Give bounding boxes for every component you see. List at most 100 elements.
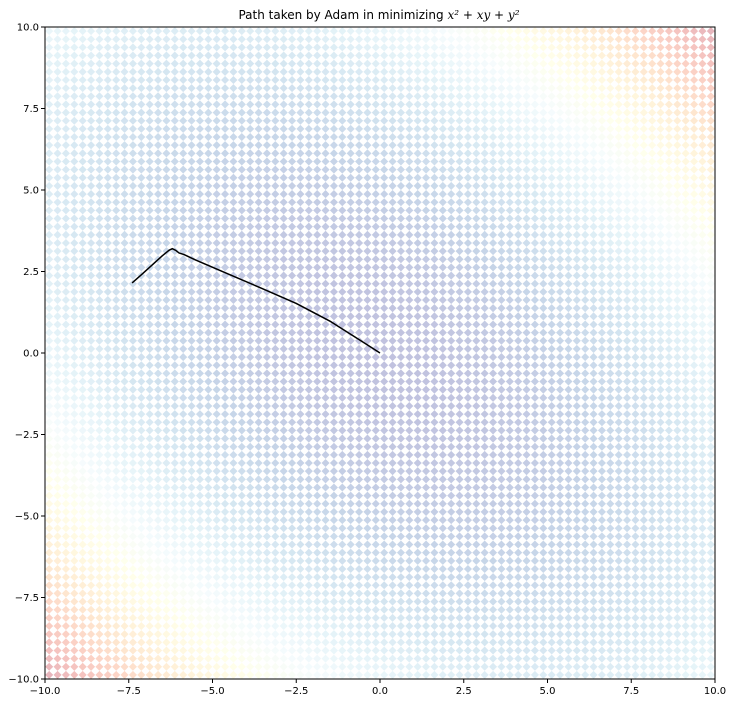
heatmap-cell	[78, 361, 87, 370]
heatmap-cell	[53, 304, 62, 313]
heatmap-cell	[45, 124, 54, 133]
heatmap-cell	[87, 401, 96, 411]
heatmap-cell	[53, 393, 62, 402]
heatmap-cell	[53, 361, 62, 370]
heatmap-cell	[78, 638, 87, 647]
heatmap-cell	[87, 540, 96, 549]
heatmap-cell	[87, 304, 96, 313]
heatmap-cell	[53, 328, 62, 337]
heatmap-cell	[70, 59, 79, 68]
heatmap-cell	[53, 27, 62, 36]
heatmap-cell	[70, 124, 79, 133]
heatmap-cell	[70, 271, 79, 280]
heatmap-cell	[53, 296, 62, 305]
heatmap-cell	[70, 149, 79, 158]
heatmap-cell	[53, 442, 62, 451]
heatmap-cell	[53, 475, 62, 484]
heatmap-cell	[70, 353, 79, 362]
heatmap-cell	[70, 418, 79, 427]
heatmap-cell	[70, 214, 79, 223]
heatmap-cell	[45, 222, 54, 231]
heatmap-cell	[87, 336, 96, 345]
heatmap-cell	[45, 75, 54, 85]
heatmap-cell	[53, 108, 62, 117]
heatmap-cell	[78, 124, 87, 133]
heatmap-cell	[87, 385, 96, 394]
heatmap-cell	[87, 377, 96, 386]
heatmap-cell	[45, 581, 54, 590]
heatmap-cell	[87, 92, 96, 101]
heatmap-cell	[87, 597, 96, 606]
heatmap-cell	[70, 84, 79, 93]
heatmap-cell	[53, 149, 62, 158]
heatmap-cell	[61, 621, 70, 631]
heatmap-cell	[70, 165, 79, 174]
heatmap-cell	[78, 206, 87, 215]
heatmap-cell	[70, 393, 79, 402]
heatmap-cell	[53, 133, 62, 142]
heatmap-cell	[87, 320, 96, 329]
heatmap-cell	[87, 581, 96, 590]
heatmap-cell	[61, 638, 70, 647]
heatmap-cell	[61, 581, 70, 590]
heatmap-cell	[45, 206, 54, 215]
heatmap-cell	[70, 344, 79, 353]
heatmap-cell	[87, 173, 96, 182]
heatmap-cell	[87, 475, 96, 484]
heatmap-cell	[53, 84, 62, 93]
heatmap-cell	[70, 597, 79, 606]
heatmap-cell	[61, 662, 70, 671]
heatmap-cell	[45, 662, 54, 671]
heatmap-cell	[87, 418, 96, 427]
heatmap-cell	[61, 214, 70, 223]
heatmap-cell	[87, 353, 96, 362]
heatmap-cell	[61, 124, 70, 133]
heatmap-cell	[70, 173, 79, 182]
heatmap-cell	[87, 622, 96, 631]
heatmap-cell	[70, 475, 79, 484]
heatmap-cell	[61, 556, 70, 565]
heatmap-cell	[70, 361, 79, 370]
heatmap-cell	[78, 662, 87, 671]
heatmap-cell	[53, 67, 62, 76]
heatmap-cell	[53, 401, 62, 411]
heatmap-cell	[78, 132, 87, 142]
heatmap-cell	[87, 491, 96, 500]
heatmap-cell	[61, 43, 70, 52]
heatmap-cell	[87, 287, 96, 296]
heatmap-cell	[78, 247, 87, 256]
heatmap-cell	[61, 84, 70, 93]
heatmap-cell	[53, 353, 62, 362]
heatmap-cell	[87, 361, 96, 370]
heatmap-cell	[78, 312, 87, 321]
heatmap-cell	[53, 271, 62, 280]
heatmap-cell	[70, 247, 79, 256]
heatmap-cell	[87, 271, 96, 280]
heatmap-cell	[53, 377, 62, 386]
heatmap-cell	[61, 108, 70, 117]
heatmap-cell	[70, 255, 79, 264]
heatmap-cell	[78, 230, 87, 239]
heatmap-cell	[53, 35, 62, 44]
heatmap-cell	[53, 230, 62, 239]
heatmap-cell	[61, 516, 70, 525]
heatmap-cell	[87, 426, 96, 435]
heatmap-cell	[78, 336, 87, 345]
heatmap-cell	[87, 450, 96, 459]
heatmap-cell	[78, 149, 87, 158]
heatmap-cell	[95, 638, 104, 647]
heatmap-cell	[87, 467, 96, 476]
heatmap-cell	[87, 108, 96, 117]
heatmap-cell	[61, 206, 70, 215]
heatmap-cell	[61, 247, 70, 256]
heatmap-cell	[70, 230, 79, 239]
heatmap-cell	[87, 312, 96, 321]
heatmap-cell	[61, 67, 70, 76]
heatmap-cell	[53, 320, 62, 329]
heatmap-cell	[70, 499, 79, 508]
heatmap-cell	[53, 100, 62, 109]
heatmap-cell	[78, 295, 87, 305]
heatmap-cell	[78, 43, 87, 52]
heatmap-cell	[53, 51, 62, 60]
heatmap-cell	[70, 410, 79, 419]
